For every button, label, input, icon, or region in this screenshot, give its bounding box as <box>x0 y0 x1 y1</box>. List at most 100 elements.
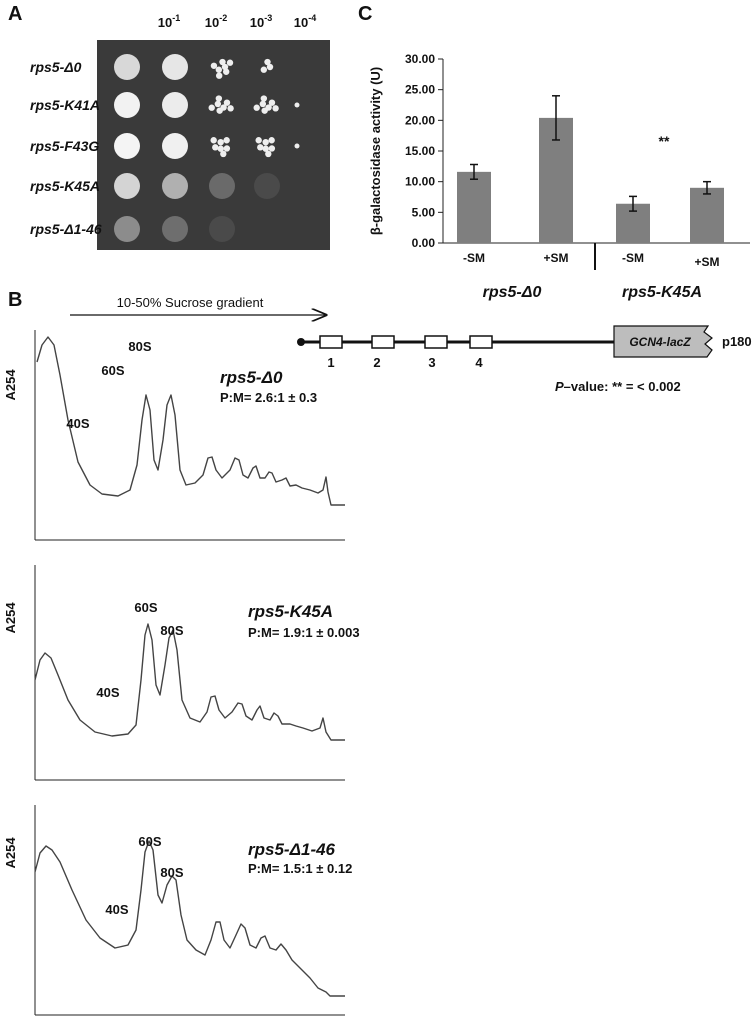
spot <box>162 173 188 199</box>
spot <box>162 54 188 80</box>
colony <box>227 105 234 112</box>
p-text: –value: ** = < 0.002 <box>564 379 681 394</box>
peak-label: 60S <box>138 834 161 849</box>
cap <box>297 338 305 346</box>
construct: 1 2 3 4 GCN4-lacZ p180 <box>297 325 752 370</box>
x-tick-label: +SM <box>543 251 568 265</box>
strain-label: rps5-Δ1-46 <box>30 221 102 237</box>
y-tick-label: 0.00 <box>412 236 436 250</box>
dilution-header: 10-3 <box>250 13 272 30</box>
axis-label: A254 <box>3 602 18 634</box>
colony <box>268 137 275 144</box>
spot <box>114 216 140 242</box>
dilution-base: 10 <box>158 15 172 30</box>
trace <box>34 623 345 741</box>
uorf <box>319 335 343 349</box>
strain-label: rps5-Δ0 <box>30 59 82 75</box>
group-label: rps5-Δ0 <box>483 284 542 301</box>
colony <box>262 145 269 152</box>
colony <box>259 100 267 108</box>
trace <box>36 336 345 506</box>
panel-label: A <box>8 3 22 25</box>
y-tick-label: 25.00 <box>405 83 435 97</box>
dilution-base: 10 <box>205 15 219 30</box>
colony <box>208 104 215 111</box>
dilution-exponent: -1 <box>172 13 180 23</box>
colony <box>219 58 226 66</box>
uorf-label: 4 <box>475 355 483 370</box>
bar-chart: 0.00 5.00 10.00 15.00 20.00 25.00 30.00 -SM +SM -… <box>405 52 750 301</box>
panel-label: B <box>8 289 22 311</box>
peak-label: 60S <box>134 600 157 615</box>
trace <box>34 840 345 997</box>
dilution-base: 10 <box>250 15 264 30</box>
strain-name: rps5-Δ0 <box>220 368 283 387</box>
colony <box>217 145 224 152</box>
gradient-label: 10-50% Sucrose gradient <box>117 295 264 310</box>
colony <box>210 137 217 144</box>
ratio: P:M= 2.6:1 ± 0.3 <box>220 390 317 405</box>
strain-label: rps5-F43G <box>30 138 99 154</box>
strain-label: rps5-K45A <box>30 178 100 194</box>
colony <box>268 99 276 106</box>
spot <box>114 92 140 118</box>
spot <box>114 54 140 80</box>
colony <box>294 102 300 108</box>
spot <box>114 133 140 159</box>
dilution-exponent: -3 <box>264 13 272 23</box>
uorf-label: 3 <box>428 355 435 370</box>
colony <box>262 138 269 146</box>
significance: ** <box>659 133 670 149</box>
spot <box>162 92 188 118</box>
strain-name: rps5-K45A <box>248 602 333 621</box>
colony <box>260 95 268 102</box>
colony <box>260 66 268 73</box>
peak-label: 40S <box>66 416 89 431</box>
colony <box>264 58 271 66</box>
x-tick-label: -SM <box>622 251 644 265</box>
colony <box>257 144 264 151</box>
spots <box>114 54 300 242</box>
colony <box>215 66 223 73</box>
colony <box>255 137 262 144</box>
construct-name: p180 <box>722 334 752 349</box>
colony <box>223 145 231 152</box>
spot <box>254 173 280 199</box>
colony <box>223 99 231 106</box>
colony <box>216 107 223 114</box>
colony <box>215 72 223 79</box>
uorf-label: 2 <box>373 355 380 370</box>
y-tick-label: 10.00 <box>405 175 435 189</box>
axis-label: A254 <box>3 837 18 869</box>
uorf-label: 1 <box>327 355 334 370</box>
peak-label: 40S <box>96 685 119 700</box>
group-label: rps5-K45A <box>622 284 702 301</box>
p-value: P–value: ** = < 0.002 <box>555 379 681 394</box>
spot <box>209 216 235 242</box>
peak-label: 40S <box>105 902 128 917</box>
reporter-label: GCN4-lacZ <box>629 335 691 349</box>
colony <box>212 144 219 151</box>
colony <box>294 143 300 149</box>
colony <box>222 68 230 75</box>
dilution-header: 10-1 <box>158 13 180 30</box>
y-axis-label: β-galactosidase activity (U) <box>368 67 383 235</box>
bar <box>690 187 724 243</box>
strain-labels: rps5-Δ0 rps5-K41A rps5-F43G rps5-K45A rps5-Δ… <box>30 59 102 237</box>
bar <box>457 171 491 243</box>
uorf <box>424 335 448 349</box>
y-tick-label: 15.00 <box>405 144 435 158</box>
spot <box>162 133 188 159</box>
ratio: P:M= 1.9:1 ± 0.003 <box>248 625 360 640</box>
colony <box>261 107 268 114</box>
colony <box>223 137 230 144</box>
peak-label: 80S <box>160 865 183 880</box>
spot <box>162 216 188 242</box>
colony <box>266 63 274 71</box>
y-tick-label: 5.00 <box>412 205 436 219</box>
peak-label: 80S <box>160 623 183 638</box>
colony <box>268 145 276 152</box>
x-tick-label: -SM <box>463 251 485 265</box>
panel-label: C <box>358 3 372 25</box>
